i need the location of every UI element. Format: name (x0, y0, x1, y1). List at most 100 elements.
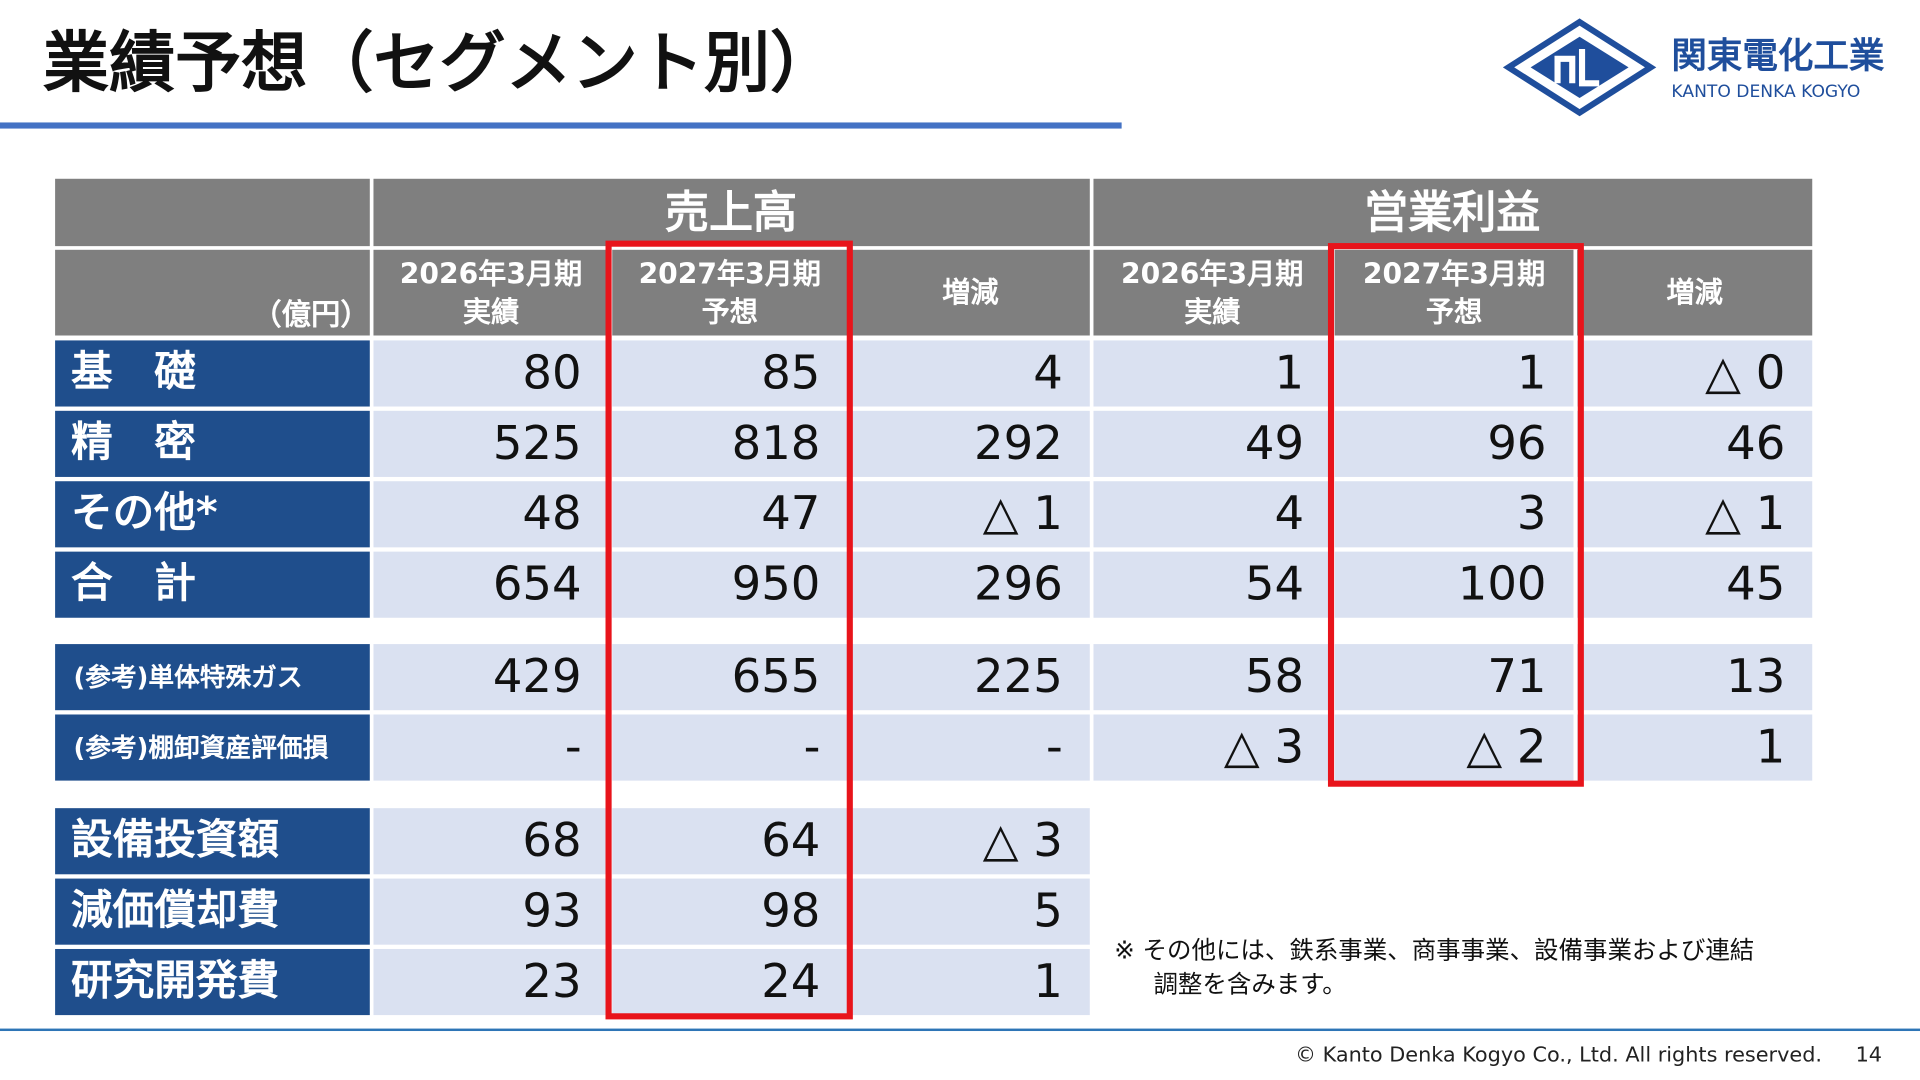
note: ※ その他には、鉄系事業、商事事業、設備事業および連結 (1114, 935, 1754, 964)
column-header: 実績 (463, 295, 519, 328)
row-label: 設備投資額 (71, 814, 279, 863)
unit-label: （億円） (252, 297, 370, 331)
data-cell (851, 714, 1090, 781)
data-cell (1334, 481, 1574, 548)
data-cell (1093, 481, 1332, 548)
cell-value: - (565, 720, 582, 774)
cell-value: 93 (522, 884, 581, 938)
data-cell (1334, 714, 1574, 781)
cell-value: 654 (493, 557, 582, 611)
cell-value: 3 (1517, 486, 1547, 540)
cell-value: 4 (1274, 486, 1304, 540)
data-cell (373, 410, 609, 477)
row-label-cell (55, 808, 370, 875)
row-label: 合 計 (71, 558, 196, 607)
cell-value: 96 (1487, 416, 1546, 470)
data-cell (1093, 644, 1332, 711)
data-cell (373, 878, 609, 945)
header-cell (373, 178, 1090, 247)
cell-value: △ 1 (983, 486, 1063, 540)
cell-value: 100 (1458, 557, 1547, 611)
data-cell (851, 878, 1090, 945)
data-cell (612, 481, 848, 548)
data-cell (851, 808, 1090, 875)
data-cell (373, 481, 609, 548)
row-label-cell (55, 551, 370, 618)
column-header: 増減 (1667, 276, 1723, 309)
header-cell (612, 249, 848, 336)
highlight-box (1327, 243, 1584, 787)
data-cell (373, 714, 609, 781)
data-cell (1334, 644, 1574, 711)
data-cell (612, 644, 848, 711)
footer-rule (0, 1028, 1920, 1032)
column-header: 予想 (702, 295, 758, 328)
data-cell (1577, 714, 1813, 781)
cell-value: 85 (761, 345, 820, 399)
row-label-cell (55, 481, 370, 548)
data-cell (851, 340, 1090, 407)
data-cell (851, 481, 1090, 548)
data-cell (1577, 481, 1813, 548)
cell-value: 1 (1756, 720, 1786, 774)
header-cell (851, 249, 1090, 336)
row-label: その他* (71, 488, 218, 537)
logo-sub: KANTO DENKA KOGYO (1671, 82, 1860, 102)
column-header: 増減 (942, 276, 998, 309)
data-cell (1093, 340, 1332, 407)
data-cell (373, 551, 609, 618)
header-cell (373, 249, 609, 336)
cell-value: 1 (1274, 345, 1304, 399)
cell-value: 80 (522, 345, 581, 399)
cell-value: 950 (732, 557, 821, 611)
cell-value: △ 1 (1705, 486, 1785, 540)
cell-value: △ 3 (983, 813, 1063, 867)
page-number: 14 (1856, 1043, 1882, 1067)
cell-value: 4 (1033, 345, 1063, 399)
cell-value: 1 (1517, 345, 1547, 399)
column-header: 実績 (1184, 295, 1240, 328)
cell-value: △ 3 (1224, 720, 1304, 774)
data-cell (1577, 340, 1813, 407)
cell-value: 225 (974, 649, 1063, 703)
header-cell (55, 178, 370, 247)
cell-value: 68 (522, 813, 581, 867)
cell-value: 655 (732, 649, 821, 703)
row-label-cell (55, 410, 370, 477)
header-cell (1093, 178, 1813, 247)
cell-value: 58 (1245, 649, 1304, 703)
data-cell (851, 551, 1090, 618)
cell-value: 71 (1487, 649, 1546, 703)
cell-value: 5 (1033, 884, 1063, 938)
cell-value: 54 (1245, 557, 1304, 611)
cell-value: 296 (974, 557, 1063, 611)
cell-value: 23 (522, 954, 581, 1008)
data-cell (1334, 410, 1574, 477)
title-rule (0, 122, 1122, 129)
copyright: © Kanto Denka Kogyo Co., Ltd. All rights… (1295, 1043, 1822, 1067)
cell-value: △ 2 (1466, 720, 1546, 774)
data-cell (851, 948, 1090, 1016)
cell-value: 525 (493, 416, 582, 470)
cell-value: 818 (732, 416, 821, 470)
data-cell (1334, 340, 1574, 407)
header-cell (1577, 249, 1813, 336)
cell-value: - (804, 720, 821, 774)
data-cell (612, 340, 848, 407)
header-cell (55, 249, 370, 336)
data-cell (612, 551, 848, 618)
cell-value: - (1046, 720, 1063, 774)
column-header: 2027年3月期 (639, 258, 821, 291)
group-header: 営業利益 (1364, 188, 1540, 239)
row-label-cell (55, 714, 370, 781)
column-header: 2026年3月期 (1121, 258, 1303, 291)
data-cell (1093, 714, 1332, 781)
cell-value: 98 (761, 884, 820, 938)
note: 調整を含みます。 (1153, 970, 1346, 999)
header-cell (1093, 249, 1332, 336)
data-cell (851, 644, 1090, 711)
row-label: (参考)単体特殊ガス (73, 662, 302, 693)
